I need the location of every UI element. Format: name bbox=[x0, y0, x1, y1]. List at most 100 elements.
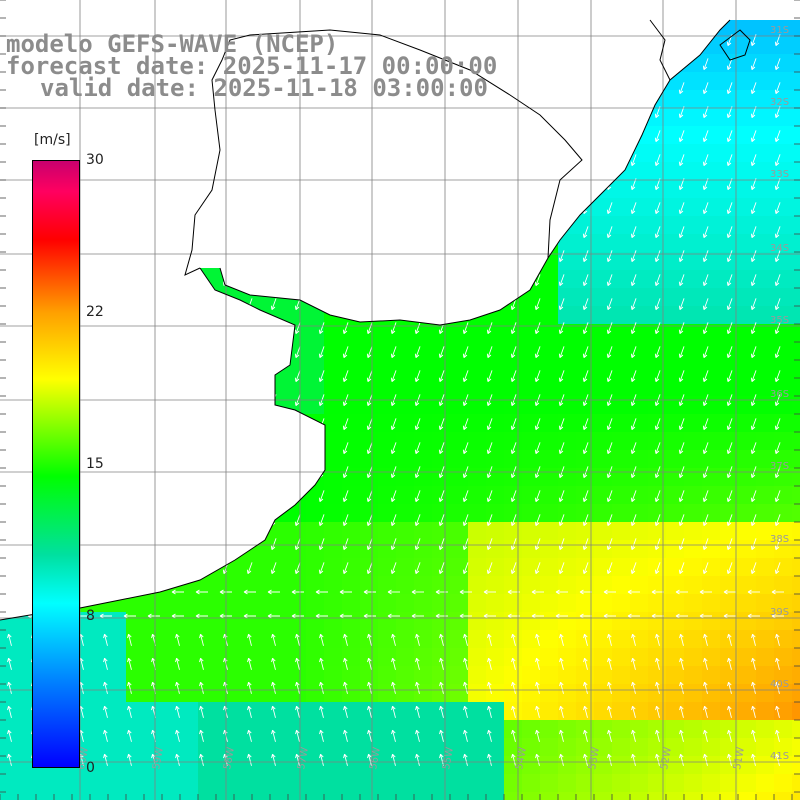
wind-arrow bbox=[366, 538, 373, 550]
wind-arrow bbox=[583, 729, 588, 742]
wind-arrow bbox=[559, 705, 564, 718]
sea-cell bbox=[774, 72, 792, 90]
wind-arrow bbox=[679, 729, 684, 742]
sea-cell bbox=[774, 648, 792, 666]
sea-cell bbox=[576, 558, 594, 576]
sea-cell bbox=[450, 360, 468, 378]
sea-cell bbox=[558, 396, 576, 414]
sea-cell bbox=[792, 54, 800, 72]
wind-arrow bbox=[726, 490, 733, 502]
sea-cell bbox=[720, 306, 738, 324]
sea-cell bbox=[414, 450, 432, 468]
sea-cell bbox=[432, 720, 450, 738]
wind-arrow bbox=[630, 514, 637, 526]
sea-cell bbox=[720, 666, 738, 684]
sea-cell bbox=[432, 774, 450, 792]
wind-arrow bbox=[678, 82, 685, 94]
wind-arrow bbox=[750, 58, 757, 70]
sea-cell bbox=[792, 450, 800, 468]
sea-cell bbox=[684, 234, 702, 252]
sea-cell bbox=[162, 612, 180, 630]
wind-arrow bbox=[702, 58, 709, 70]
lat-label: 40S bbox=[770, 679, 789, 690]
sea-cell bbox=[378, 378, 396, 396]
sea-cell bbox=[630, 576, 648, 594]
wind-arrow bbox=[775, 681, 780, 694]
wind-arrow bbox=[702, 514, 709, 526]
sea-cell bbox=[432, 684, 450, 702]
wind-arrow bbox=[582, 562, 589, 574]
sea-cell bbox=[342, 576, 360, 594]
wind-arrow bbox=[387, 589, 400, 595]
sea-cell bbox=[738, 216, 756, 234]
sea-cell bbox=[450, 558, 468, 576]
sea-cell bbox=[414, 324, 432, 342]
sea-cell bbox=[792, 20, 800, 36]
wind-arrow bbox=[726, 514, 733, 526]
sea-cell bbox=[234, 702, 252, 720]
sea-cell bbox=[324, 396, 342, 414]
sea-cell bbox=[558, 612, 576, 630]
sea-cell bbox=[558, 702, 576, 720]
sea-cell bbox=[612, 612, 630, 630]
sea-cell bbox=[450, 612, 468, 630]
sea-cell bbox=[684, 90, 702, 108]
sea-cell bbox=[756, 162, 774, 180]
wind-arrow bbox=[654, 514, 661, 526]
lat-label: 38S bbox=[770, 534, 789, 545]
wind-arrow bbox=[367, 729, 372, 742]
sea-cell bbox=[108, 666, 126, 684]
wind-arrow bbox=[607, 705, 612, 718]
wind-arrow bbox=[295, 657, 300, 670]
wind-arrow bbox=[367, 681, 372, 694]
sea-cell bbox=[450, 756, 468, 774]
sea-cell bbox=[522, 540, 540, 558]
sea-cell bbox=[252, 648, 270, 666]
sea-cell bbox=[612, 360, 630, 378]
sea-cell bbox=[756, 648, 774, 666]
wind-arrow bbox=[534, 346, 541, 358]
sea-cell bbox=[414, 648, 432, 666]
sea-cell bbox=[594, 252, 612, 270]
wind-arrow bbox=[727, 729, 732, 742]
wind-arrow bbox=[582, 514, 589, 526]
sea-cell bbox=[702, 666, 720, 684]
wind-arrow bbox=[775, 705, 780, 718]
sea-cell bbox=[432, 360, 450, 378]
sea-cell bbox=[306, 504, 324, 522]
sea-cell bbox=[216, 702, 234, 720]
sea-cell bbox=[792, 360, 800, 378]
sea-cell bbox=[630, 648, 648, 666]
sea-cell bbox=[522, 324, 540, 342]
sea-cell bbox=[738, 702, 756, 720]
sea-cell bbox=[360, 702, 378, 720]
wind-arrow bbox=[582, 346, 589, 358]
sea-cell bbox=[594, 504, 612, 522]
sea-cell bbox=[738, 432, 756, 450]
sea-cell bbox=[540, 396, 558, 414]
wind-arrow bbox=[534, 442, 541, 454]
wind-arrow bbox=[606, 514, 613, 526]
wind-arrow bbox=[103, 681, 108, 694]
sea-cell bbox=[360, 504, 378, 522]
sea-cell bbox=[774, 522, 792, 540]
sea-cell bbox=[180, 792, 198, 800]
sea-cell bbox=[594, 756, 612, 774]
sea-cell bbox=[774, 252, 792, 270]
sea-cell bbox=[108, 702, 126, 720]
sea-cell bbox=[288, 630, 306, 648]
sea-cell bbox=[738, 648, 756, 666]
sea-cell bbox=[396, 738, 414, 756]
sea-cell bbox=[162, 738, 180, 756]
sea-cell bbox=[756, 378, 774, 396]
wind-arrow bbox=[486, 346, 493, 358]
wind-arrow bbox=[774, 154, 781, 166]
sea-cell bbox=[36, 774, 54, 792]
sea-cell bbox=[162, 756, 180, 774]
sea-cell bbox=[126, 666, 144, 684]
sea-cell bbox=[666, 504, 684, 522]
sea-cell bbox=[378, 504, 396, 522]
sea-cell bbox=[792, 558, 800, 576]
sea-cell bbox=[468, 486, 486, 504]
sea-cell bbox=[306, 720, 324, 738]
